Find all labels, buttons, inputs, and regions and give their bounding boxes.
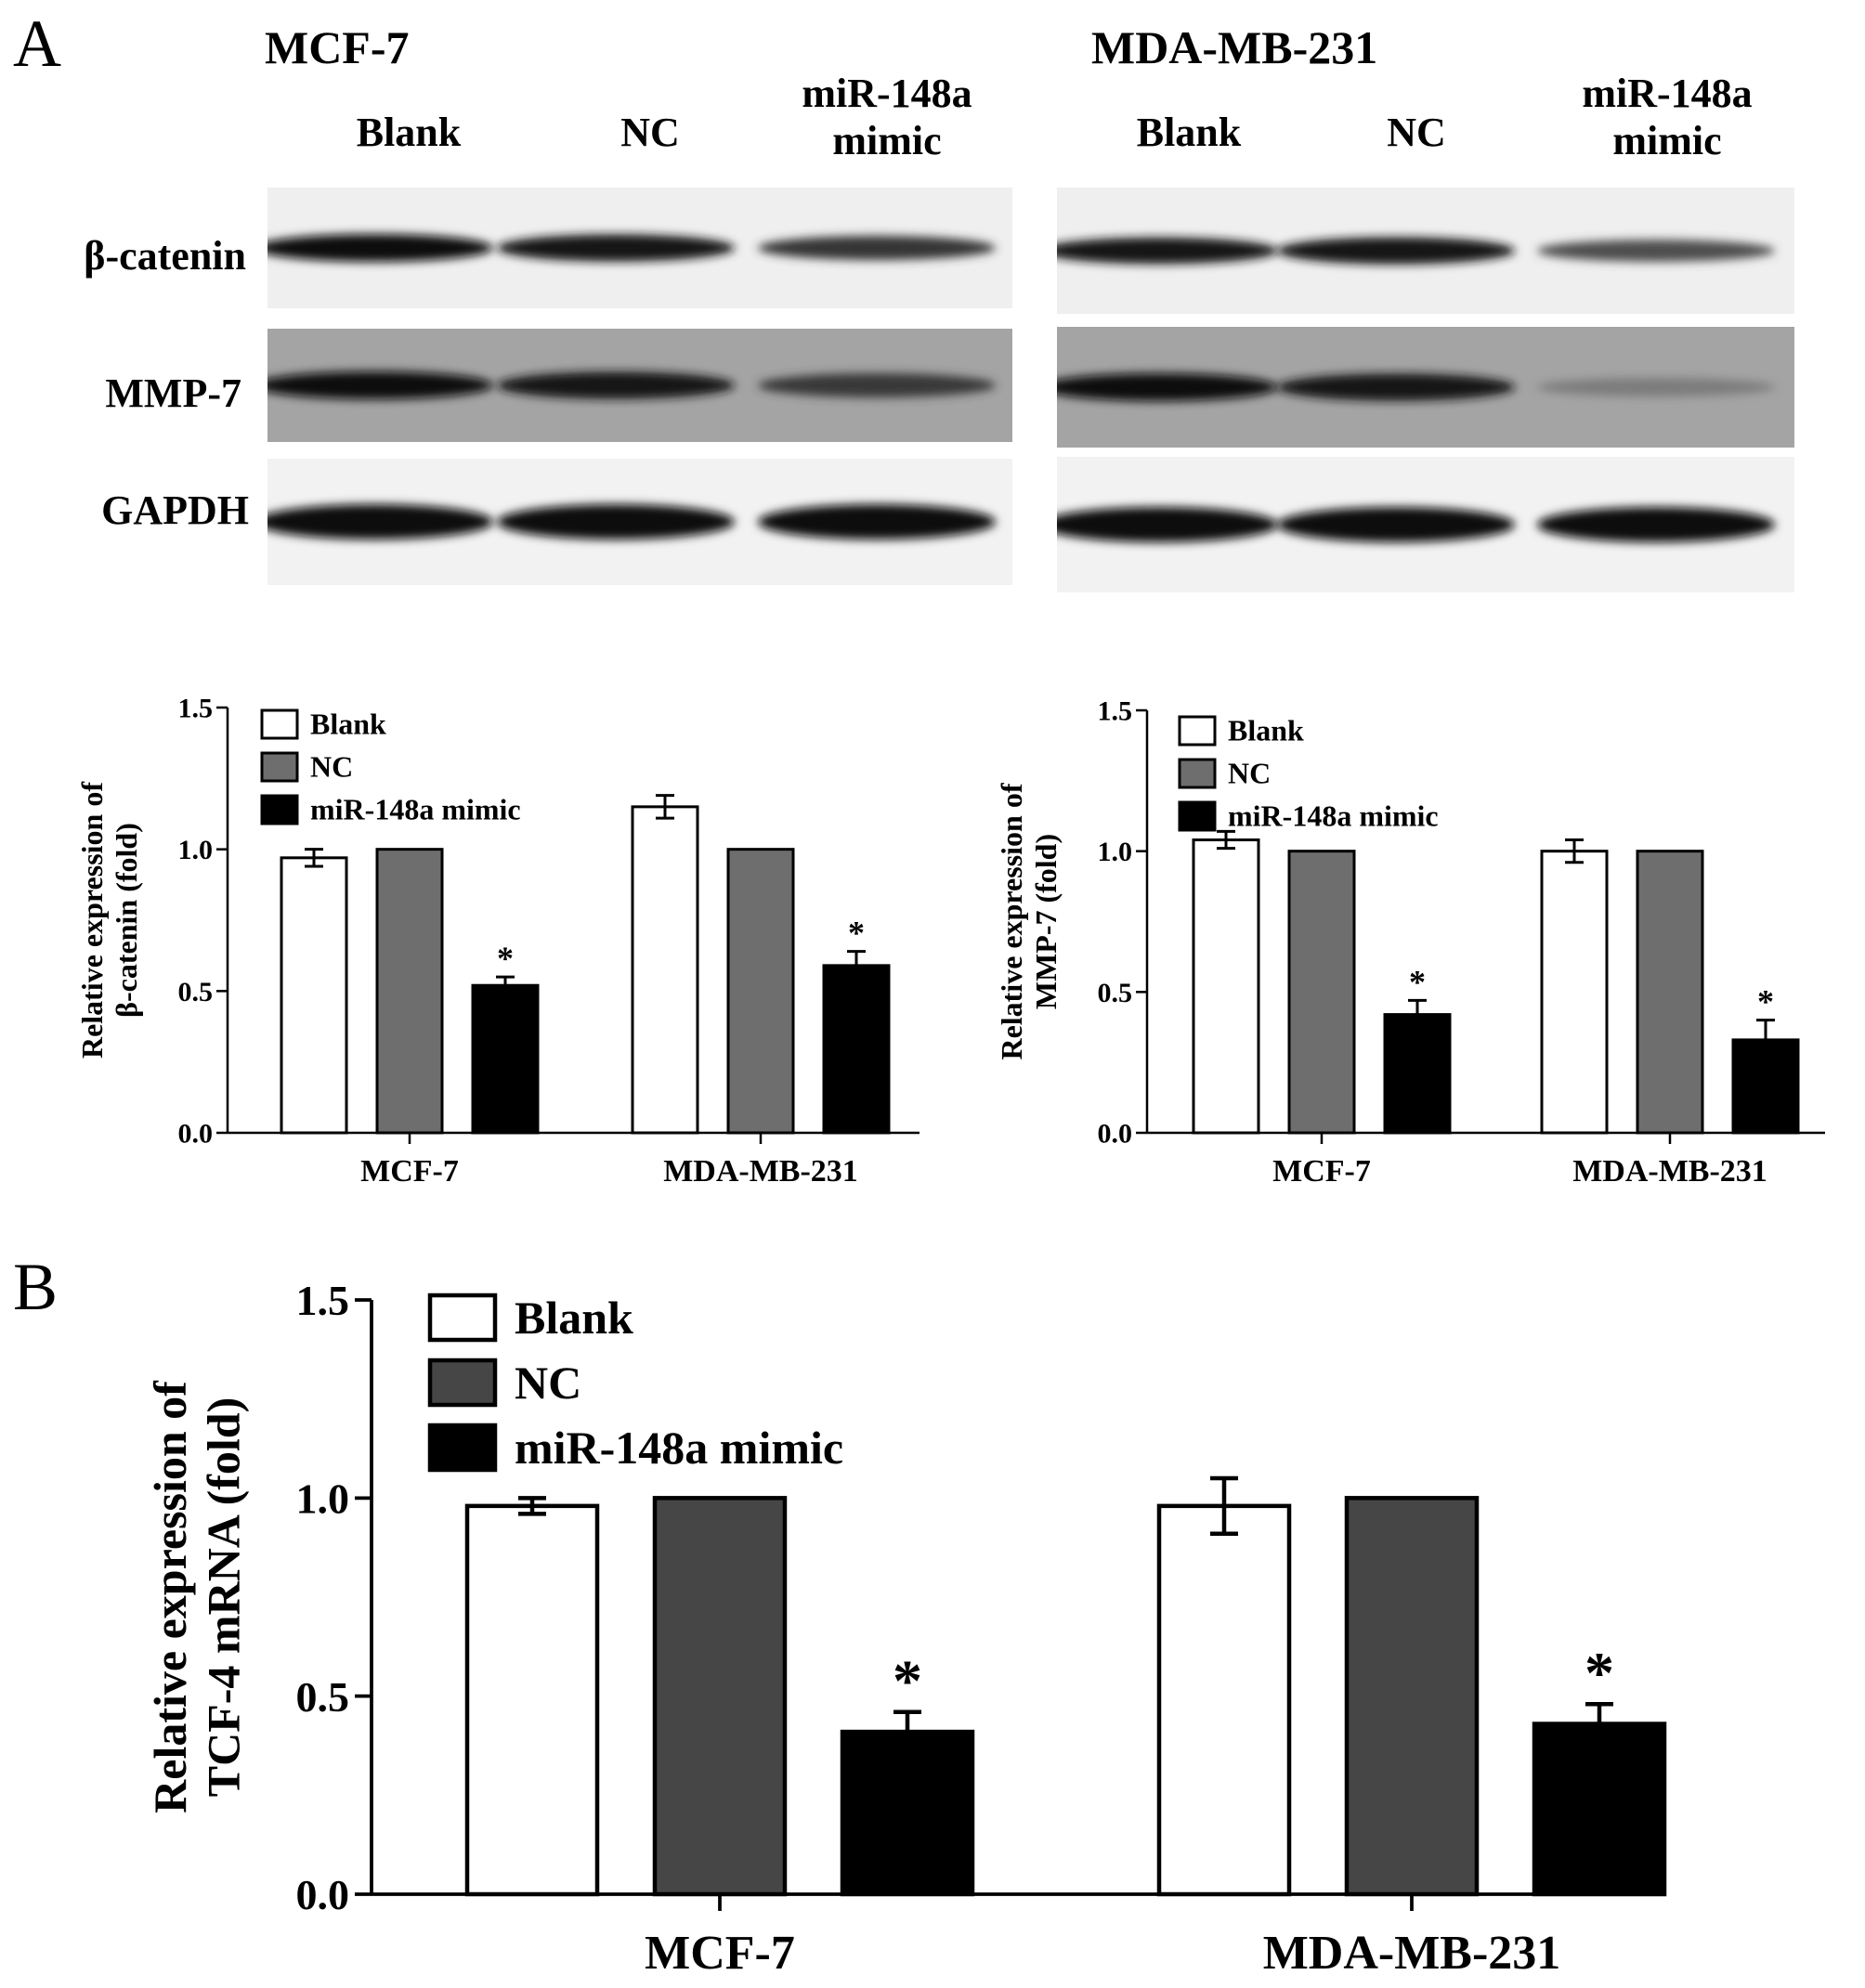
bar-blank [1156, 1503, 1292, 1897]
legend-label: Blank [310, 708, 386, 741]
blot-band [758, 504, 996, 539]
lane-label-blank-mcf7: Blank [356, 110, 462, 155]
bar-blank [631, 805, 699, 1135]
bar-nc [726, 848, 795, 1135]
blot-band [1057, 507, 1278, 542]
legend-swatch [260, 794, 299, 825]
y-tick-label: 0.0 [178, 1119, 214, 1150]
blot-band [497, 371, 735, 399]
blot-band [267, 234, 493, 262]
blot-band [1057, 237, 1278, 265]
bar-chart-b-catenin: Relative expression ofβ-catenin (fold) 0.… [75, 694, 919, 1189]
bar-chart-tcf4: Relative expression ofTCF-4 mRNA (fold) 0… [144, 1277, 1667, 1980]
x-category-label: MDA-MB-231 [1263, 1927, 1561, 1980]
bar-mir-148a-mimic [1731, 1038, 1800, 1135]
blot-band [1537, 507, 1775, 542]
significance-marker: * [848, 915, 865, 952]
x-category-label: MDA-MB-231 [663, 1154, 858, 1189]
bar-chart-mmp7: Relative expression ofMMP-7 (fold) 0.0 0.5… [995, 696, 1825, 1189]
significance-marker: * [1757, 983, 1774, 1020]
blot-band [1277, 507, 1515, 542]
significance-marker: * [893, 1648, 922, 1714]
lane-label-blank-mdamb231: Blank [1136, 110, 1242, 155]
panel-label-b: B [13, 1250, 59, 1324]
lane-label-nc-mcf7: NC [620, 110, 680, 155]
bar-nc [375, 848, 444, 1135]
blot-band [1537, 378, 1775, 396]
legend-swatch [260, 708, 299, 740]
legend-label: Blank [515, 1292, 633, 1344]
bar-blank [1540, 850, 1609, 1135]
legend-label: miR-148a mimic [515, 1422, 843, 1474]
legend-label: NC [310, 750, 353, 784]
bar-nc [652, 1496, 788, 1897]
panel-label-a: A [13, 6, 61, 81]
legend-label: NC [515, 1357, 581, 1409]
bar-nc [1344, 1496, 1480, 1897]
legend-swatch [427, 1358, 498, 1408]
y-axis-label: Relative expression ofMMP-7 (fold) [995, 783, 1063, 1059]
blot-band [1277, 373, 1515, 401]
y-tick-label: 0.5 [1098, 978, 1133, 1008]
y-tick-label: 0.0 [296, 1871, 350, 1918]
blot-title-mcf7: MCF-7 [265, 21, 410, 73]
bar-blank [464, 1503, 600, 1897]
y-tick-label: 0.5 [296, 1673, 350, 1721]
significance-marker: * [497, 940, 514, 977]
protein-label-mmp7: MMP-7 [105, 370, 241, 416]
western-blot-mcf7 [267, 188, 1012, 585]
blot-title-mdamb231: MDA-MB-231 [1091, 21, 1378, 73]
y-axis-label: Relative expression ofβ-catenin (fold) [75, 782, 143, 1059]
blot-band [758, 235, 996, 261]
legend-label: NC [1228, 757, 1271, 790]
bar-mir-148a-mimic [1383, 1013, 1452, 1135]
bar-mir-148a-mimic [822, 964, 891, 1135]
y-tick-label: 1.0 [1098, 837, 1133, 867]
bar-mir-148a-mimic [1532, 1722, 1667, 1897]
lane-label-nc-mdamb231: NC [1387, 110, 1446, 155]
bar-blank [280, 856, 348, 1135]
significance-marker: * [1585, 1640, 1614, 1706]
x-category-label: MCF-7 [645, 1927, 795, 1980]
blot-band [267, 504, 493, 539]
significance-marker: * [1409, 963, 1426, 1000]
blot-band [758, 373, 996, 397]
y-tick-label: 0.5 [178, 977, 214, 1007]
legend-swatch [427, 1293, 498, 1343]
x-category-label: MCF-7 [1272, 1154, 1371, 1189]
western-blot-mdamb231 [1057, 188, 1794, 592]
x-category-label: MDA-MB-231 [1572, 1154, 1767, 1189]
y-tick-label: 1.0 [296, 1475, 350, 1522]
legend-swatch [260, 751, 299, 783]
blot-band [1537, 240, 1775, 262]
legend-swatch [427, 1423, 498, 1473]
y-tick-label: 1.5 [1098, 696, 1133, 727]
y-tick-label: 1.5 [296, 1277, 350, 1324]
bar-blank [1192, 838, 1260, 1135]
y-tick-label: 0.0 [1098, 1119, 1133, 1150]
lane-label-mimic-mcf7: miR-148a mimic [802, 71, 972, 163]
legend-label: Blank [1228, 714, 1304, 747]
x-category-label: MCF-7 [360, 1154, 459, 1189]
bar-mir-148a-mimic [471, 983, 540, 1135]
y-axis-label: Relative expression ofTCF-4 mRNA (fold) [144, 1380, 250, 1813]
legend-label: miR-148a mimic [1228, 799, 1439, 833]
blot-band [1277, 237, 1515, 265]
blot-band [497, 234, 735, 262]
blot-band [1057, 373, 1278, 401]
y-tick-label: 1.5 [178, 694, 214, 724]
lane-label-mimic-mdamb231: miR-148a mimic [1582, 71, 1753, 163]
legend-swatch [1178, 715, 1217, 747]
bar-nc [1636, 850, 1704, 1135]
protein-label-gapdh: GAPDH [101, 487, 249, 533]
legend-swatch [1178, 800, 1217, 832]
legend-swatch [1178, 758, 1217, 789]
bar-mir-148a-mimic [840, 1729, 975, 1897]
y-tick-label: 1.0 [178, 835, 214, 865]
bar-nc [1287, 850, 1356, 1135]
blot-band [497, 504, 735, 539]
protein-label-b-catenin: β-catenin [84, 233, 246, 279]
blot-band [267, 371, 493, 399]
legend-label: miR-148a mimic [310, 793, 521, 826]
